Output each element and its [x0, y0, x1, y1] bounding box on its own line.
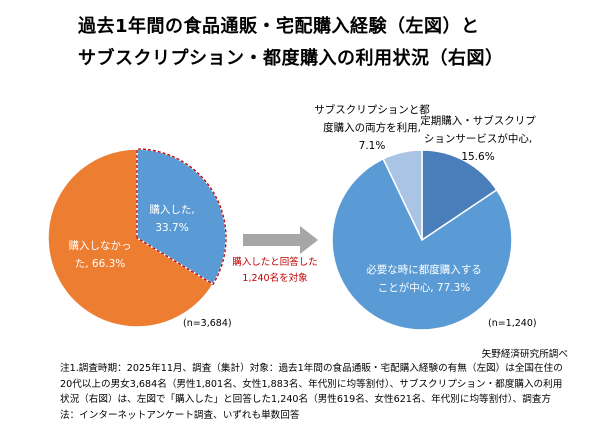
pie1-label-2: 7.1%: [359, 140, 386, 152]
source: 矢野経済研究所調べ: [481, 349, 568, 360]
pie1-label-1: ことが中心, 77.3%: [378, 281, 471, 294]
pie0-label-0: 33.7%: [155, 222, 188, 234]
pie0-slice-1: [47, 148, 215, 328]
highlight-outline: [136, 148, 227, 286]
pie1-label-2: 度購入の両方を利用,: [323, 121, 421, 134]
arrow-caption-line-2: 1,240名を対象: [242, 273, 308, 284]
pie1-label-1: 必要な時に都度購入する: [366, 263, 482, 276]
pie0-label-1: た, 66.3%: [75, 258, 126, 270]
footnote: 注1.調査時期：2025年11月、調査（集計）対象：過去1年間の食品通販・宅配購…: [60, 363, 563, 421]
pie1-slice-2: [382, 149, 423, 241]
pie1-label-0: ションサービスが中心,: [424, 132, 532, 145]
right-n-label: (n=1,240): [488, 318, 537, 329]
arrow-caption: 購入したと回答した 1,240名を対象: [232, 255, 318, 287]
pie1-slice-0: [421, 149, 498, 242]
title-line-2: サブスクリプション・都度購入の利用状況（右図）: [78, 48, 504, 69]
left-n-label: (n=3,684): [183, 318, 232, 329]
pie0-label-1: 購入しなかっ: [69, 239, 132, 252]
pie1-label-0: 15.6%: [461, 151, 494, 163]
pie1-slice-1: [331, 157, 513, 331]
pie1-label-2: サブスクリプションと都: [314, 103, 430, 116]
pie0-label-0: 購入した,: [149, 203, 194, 216]
arrow-right-icon: [243, 226, 318, 254]
pie1-label-0: 定期購入・サブスクリプ: [420, 114, 536, 127]
title-line-1: 過去1年間の食品通販・宅配購入経験（左図）と: [78, 16, 480, 37]
arrow-caption-line-1: 購入したと回答した: [232, 257, 318, 268]
